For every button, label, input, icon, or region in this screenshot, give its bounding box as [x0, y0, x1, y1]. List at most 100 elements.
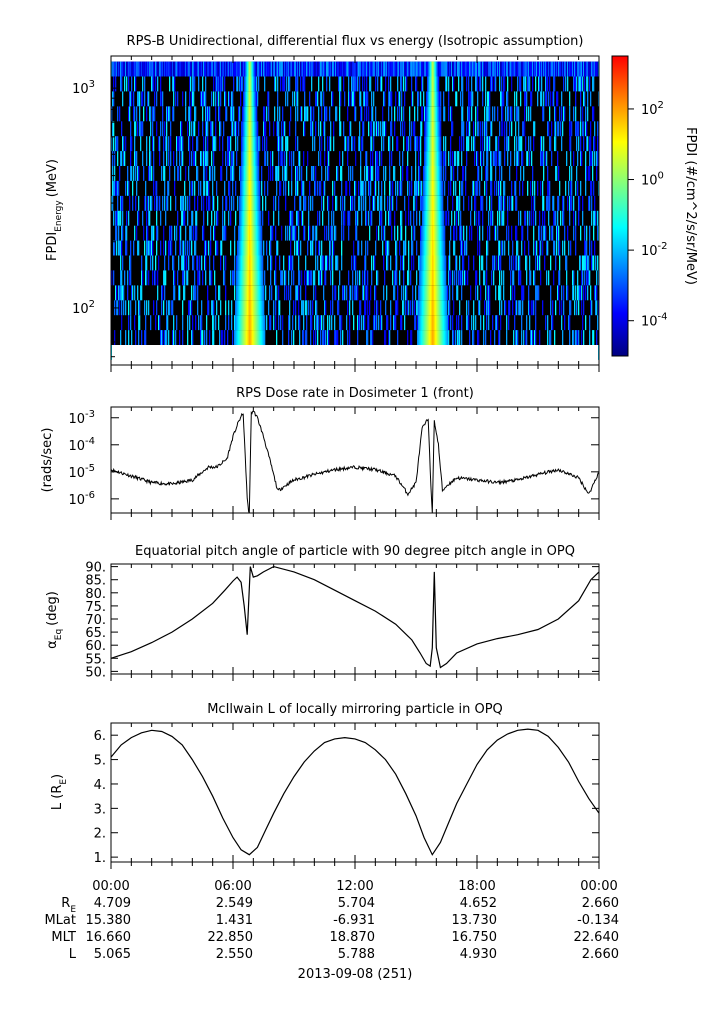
heatmap-cell [501, 195, 503, 211]
heatmap-cell [251, 76, 253, 92]
heatmap-cell [354, 195, 356, 211]
heatmap-cell [294, 61, 296, 77]
heatmap-cell [440, 225, 442, 241]
heatmap-cell [240, 91, 242, 107]
heatmap-cell [593, 61, 595, 77]
heatmap-cell [164, 270, 166, 286]
heatmap-cell [303, 180, 305, 196]
heatmap-cell [563, 106, 565, 122]
heatmap-cell [189, 151, 191, 166]
heatmap-cell [466, 315, 468, 331]
heatmap-cell [408, 210, 410, 226]
heatmap-cell [548, 61, 550, 77]
heatmap-cell [158, 136, 160, 152]
heatmap-cell [365, 210, 367, 226]
heatmap-cell [430, 136, 432, 152]
heatmap-cell [429, 285, 431, 301]
heatmap-cell [486, 195, 488, 211]
heatmap-cell [407, 136, 409, 152]
heatmap-cell [571, 166, 573, 181]
heatmap-cell [370, 166, 372, 181]
dose-frame [110, 406, 600, 514]
heatmap-cell [202, 225, 204, 241]
heatmap-cell [165, 270, 167, 286]
heatmap-cell [414, 61, 416, 77]
heatmap-cell [322, 76, 324, 92]
heatmap-cell [324, 61, 326, 77]
heatmap-cell [128, 106, 130, 122]
heatmap-cell [427, 315, 429, 331]
heatmap-cell [356, 225, 358, 241]
heatmap-cell [315, 330, 317, 345]
heatmap-cell [276, 240, 278, 256]
heatmap-cell [224, 91, 226, 107]
heatmap-cell [161, 166, 163, 181]
heatmap-cell [450, 180, 452, 196]
heatmap-cell [420, 91, 422, 107]
heatmap-cell [188, 61, 190, 77]
heatmap-cell [274, 270, 276, 286]
colorbar-tick-label: 102 [641, 100, 664, 118]
heatmap-cell [236, 61, 238, 77]
heatmap-cell [461, 121, 463, 137]
heatmap-cell [162, 195, 164, 211]
heatmap-cell [506, 225, 508, 241]
colorbar [611, 55, 629, 357]
heatmap-cell [588, 270, 590, 286]
heatmap-cell [381, 180, 383, 196]
heatmap-cell [442, 195, 444, 211]
heatmap-cell [250, 136, 252, 152]
heatmap-cell [124, 76, 126, 92]
heatmap-cell [329, 76, 331, 92]
heatmap-cell [363, 315, 365, 331]
heatmap-cell [587, 61, 589, 77]
heatmap-cell [254, 91, 256, 107]
heatmap-cell [241, 195, 243, 211]
heatmap-cell [542, 151, 544, 166]
heatmap-cell [336, 106, 338, 122]
heatmap-cell [174, 285, 176, 301]
heatmap-cell [499, 300, 501, 316]
heatmap-cell [312, 195, 314, 211]
heatmap-cell [382, 121, 384, 137]
heatmap-cell [232, 330, 234, 345]
heatmap-cell [193, 151, 195, 166]
heatmap-cell [529, 61, 531, 77]
heatmap-cell [215, 136, 217, 152]
heatmap-cell [486, 300, 488, 316]
heatmap-cell [205, 76, 207, 92]
heatmap-cell [196, 61, 198, 77]
heatmap-cell [563, 61, 565, 77]
heatmap-cell [140, 61, 142, 77]
heatmap-cell [434, 136, 436, 152]
y-tick-label: 10-3 [68, 409, 95, 427]
heatmap-cell [318, 121, 320, 137]
heatmap-cell [234, 225, 236, 241]
heatmap-cell [429, 121, 431, 137]
heatmap-cell [146, 106, 148, 122]
heatmap-cell [181, 210, 183, 226]
heatmap-cell [444, 240, 446, 256]
heatmap-cell [286, 285, 288, 301]
heatmap-cell [438, 180, 440, 196]
heatmap-cell [189, 136, 191, 152]
heatmap-cell [252, 330, 254, 345]
heatmap-cell [468, 136, 470, 152]
heatmap-cell [282, 330, 284, 345]
heatmap-cell [191, 180, 193, 196]
heatmap-cell [212, 61, 214, 77]
heatmap-cell [438, 195, 440, 211]
heatmap-cell [165, 330, 167, 345]
heatmap-cell [246, 76, 248, 92]
heatmap-cell [452, 61, 454, 77]
heatmap-cell [519, 300, 521, 316]
heatmap-cell [444, 151, 446, 166]
heatmap-cell [572, 270, 574, 286]
heatmap-cell [278, 166, 280, 181]
heatmap-cell [249, 195, 251, 211]
heatmap-cell [220, 240, 222, 256]
heatmap-cell [248, 61, 250, 77]
heatmap-cell [597, 136, 599, 152]
heatmap-cell [511, 121, 513, 137]
heatmap-cell [436, 91, 438, 107]
